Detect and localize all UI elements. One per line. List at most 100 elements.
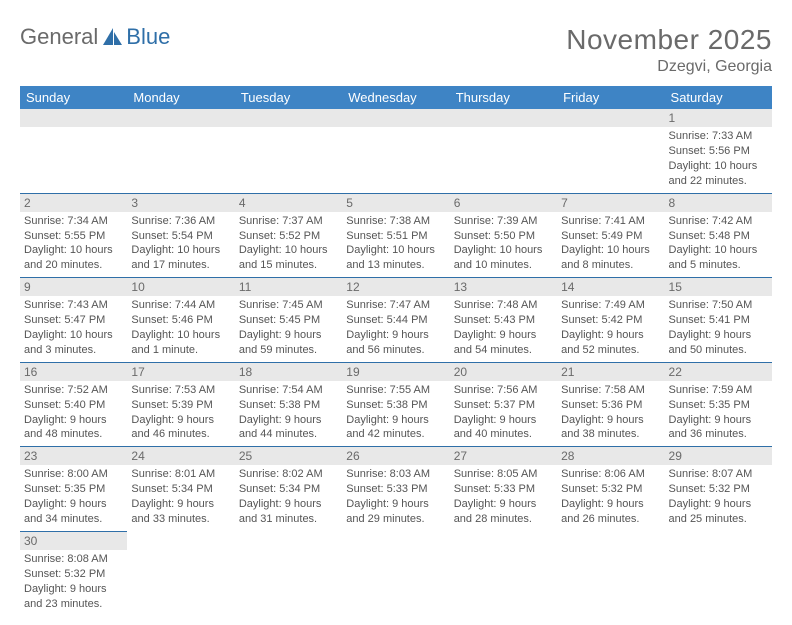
daylight-text: and 38 minutes. — [561, 427, 660, 442]
day-cell — [235, 531, 342, 615]
title-block: November 2025 Dzegvi, Georgia — [566, 24, 772, 76]
day-cell: 4Sunrise: 7:37 AMSunset: 5:52 PMDaylight… — [235, 193, 342, 278]
day-number: 28 — [557, 447, 664, 465]
day-cell: 20Sunrise: 7:56 AMSunset: 5:37 PMDayligh… — [450, 362, 557, 447]
daylight-text: and 26 minutes. — [561, 512, 660, 527]
day-number: 24 — [127, 447, 234, 465]
sunrise-text: Sunrise: 7:42 AM — [669, 214, 768, 229]
daylight-text: and 25 minutes. — [669, 512, 768, 527]
sunrise-text: Sunrise: 7:58 AM — [561, 383, 660, 398]
day-cell: 18Sunrise: 7:54 AMSunset: 5:38 PMDayligh… — [235, 362, 342, 447]
daylight-text: and 48 minutes. — [24, 427, 123, 442]
day-cell: 29Sunrise: 8:07 AMSunset: 5:32 PMDayligh… — [665, 447, 772, 532]
daylight-text: Daylight: 9 hours — [346, 497, 445, 512]
sunrise-text: Sunrise: 8:08 AM — [24, 552, 123, 567]
daylight-text: Daylight: 9 hours — [561, 497, 660, 512]
week-row: 16Sunrise: 7:52 AMSunset: 5:40 PMDayligh… — [20, 362, 772, 447]
daylight-text: and 5 minutes. — [669, 258, 768, 273]
day-cell: 3Sunrise: 7:36 AMSunset: 5:54 PMDaylight… — [127, 193, 234, 278]
daylight-text: and 13 minutes. — [346, 258, 445, 273]
sunset-text: Sunset: 5:33 PM — [346, 482, 445, 497]
day-number: 3 — [127, 194, 234, 212]
daylight-text: and 29 minutes. — [346, 512, 445, 527]
day-cell: 7Sunrise: 7:41 AMSunset: 5:49 PMDaylight… — [557, 193, 664, 278]
daylight-text: and 36 minutes. — [669, 427, 768, 442]
sunset-text: Sunset: 5:34 PM — [239, 482, 338, 497]
daylight-text: Daylight: 10 hours — [454, 243, 553, 258]
daylight-text: Daylight: 9 hours — [561, 413, 660, 428]
daylight-text: and 8 minutes. — [561, 258, 660, 273]
logo-text-2: Blue — [126, 24, 170, 50]
sunrise-text: Sunrise: 7:56 AM — [454, 383, 553, 398]
day-cell — [20, 109, 127, 193]
daylight-text: and 42 minutes. — [346, 427, 445, 442]
sunset-text: Sunset: 5:32 PM — [669, 482, 768, 497]
sunrise-text: Sunrise: 8:05 AM — [454, 467, 553, 482]
dayname: Wednesday — [342, 86, 449, 109]
sunrise-text: Sunrise: 7:59 AM — [669, 383, 768, 398]
sunrise-text: Sunrise: 7:55 AM — [346, 383, 445, 398]
empty-daynum-bar — [450, 109, 557, 127]
sunrise-text: Sunrise: 7:49 AM — [561, 298, 660, 313]
sunrise-text: Sunrise: 7:41 AM — [561, 214, 660, 229]
day-number: 10 — [127, 278, 234, 296]
dayname: Friday — [557, 86, 664, 109]
daylight-text: Daylight: 9 hours — [131, 497, 230, 512]
daylight-text: Daylight: 9 hours — [239, 328, 338, 343]
day-number: 26 — [342, 447, 449, 465]
sunrise-text: Sunrise: 7:37 AM — [239, 214, 338, 229]
sunrise-text: Sunrise: 7:44 AM — [131, 298, 230, 313]
day-number: 12 — [342, 278, 449, 296]
logo: General Blue — [20, 24, 170, 50]
day-cell: 30Sunrise: 8:08 AMSunset: 5:32 PMDayligh… — [20, 531, 127, 615]
day-number: 9 — [20, 278, 127, 296]
day-cell: 1Sunrise: 7:33 AMSunset: 5:56 PMDaylight… — [665, 109, 772, 193]
sunrise-text: Sunrise: 7:43 AM — [24, 298, 123, 313]
daylight-text: and 52 minutes. — [561, 343, 660, 358]
daylight-text: Daylight: 10 hours — [131, 243, 230, 258]
sunset-text: Sunset: 5:46 PM — [131, 313, 230, 328]
sunset-text: Sunset: 5:48 PM — [669, 229, 768, 244]
daylight-text: Daylight: 9 hours — [669, 328, 768, 343]
day-cell — [665, 531, 772, 615]
daylight-text: Daylight: 10 hours — [24, 328, 123, 343]
daylight-text: Daylight: 9 hours — [346, 328, 445, 343]
day-cell: 14Sunrise: 7:49 AMSunset: 5:42 PMDayligh… — [557, 278, 664, 363]
day-cell: 16Sunrise: 7:52 AMSunset: 5:40 PMDayligh… — [20, 362, 127, 447]
dayname: Saturday — [665, 86, 772, 109]
day-number: 15 — [665, 278, 772, 296]
day-cell: 5Sunrise: 7:38 AMSunset: 5:51 PMDaylight… — [342, 193, 449, 278]
day-number: 14 — [557, 278, 664, 296]
daylight-text: Daylight: 10 hours — [561, 243, 660, 258]
dayname: Monday — [127, 86, 234, 109]
day-cell — [127, 109, 234, 193]
daylight-text: Daylight: 9 hours — [454, 497, 553, 512]
sunrise-text: Sunrise: 8:00 AM — [24, 467, 123, 482]
day-cell: 2Sunrise: 7:34 AMSunset: 5:55 PMDaylight… — [20, 193, 127, 278]
logo-text-1: General — [20, 24, 98, 50]
sunset-text: Sunset: 5:37 PM — [454, 398, 553, 413]
daylight-text: and 56 minutes. — [346, 343, 445, 358]
day-cell: 26Sunrise: 8:03 AMSunset: 5:33 PMDayligh… — [342, 447, 449, 532]
sunrise-text: Sunrise: 7:54 AM — [239, 383, 338, 398]
daylight-text: Daylight: 9 hours — [346, 413, 445, 428]
day-cell — [557, 109, 664, 193]
sunset-text: Sunset: 5:50 PM — [454, 229, 553, 244]
day-cell: 25Sunrise: 8:02 AMSunset: 5:34 PMDayligh… — [235, 447, 342, 532]
sunset-text: Sunset: 5:35 PM — [669, 398, 768, 413]
day-number: 8 — [665, 194, 772, 212]
day-cell — [557, 531, 664, 615]
day-cell — [127, 531, 234, 615]
sunrise-text: Sunrise: 7:53 AM — [131, 383, 230, 398]
dayname: Tuesday — [235, 86, 342, 109]
sunrise-text: Sunrise: 7:52 AM — [24, 383, 123, 398]
daylight-text: Daylight: 9 hours — [131, 413, 230, 428]
day-cell: 22Sunrise: 7:59 AMSunset: 5:35 PMDayligh… — [665, 362, 772, 447]
day-cell: 9Sunrise: 7:43 AMSunset: 5:47 PMDaylight… — [20, 278, 127, 363]
sunset-text: Sunset: 5:32 PM — [24, 567, 123, 582]
daylight-text: and 28 minutes. — [454, 512, 553, 527]
header: General Blue November 2025 Dzegvi, Georg… — [20, 24, 772, 76]
sunrise-text: Sunrise: 7:47 AM — [346, 298, 445, 313]
sunrise-text: Sunrise: 7:36 AM — [131, 214, 230, 229]
sunset-text: Sunset: 5:43 PM — [454, 313, 553, 328]
